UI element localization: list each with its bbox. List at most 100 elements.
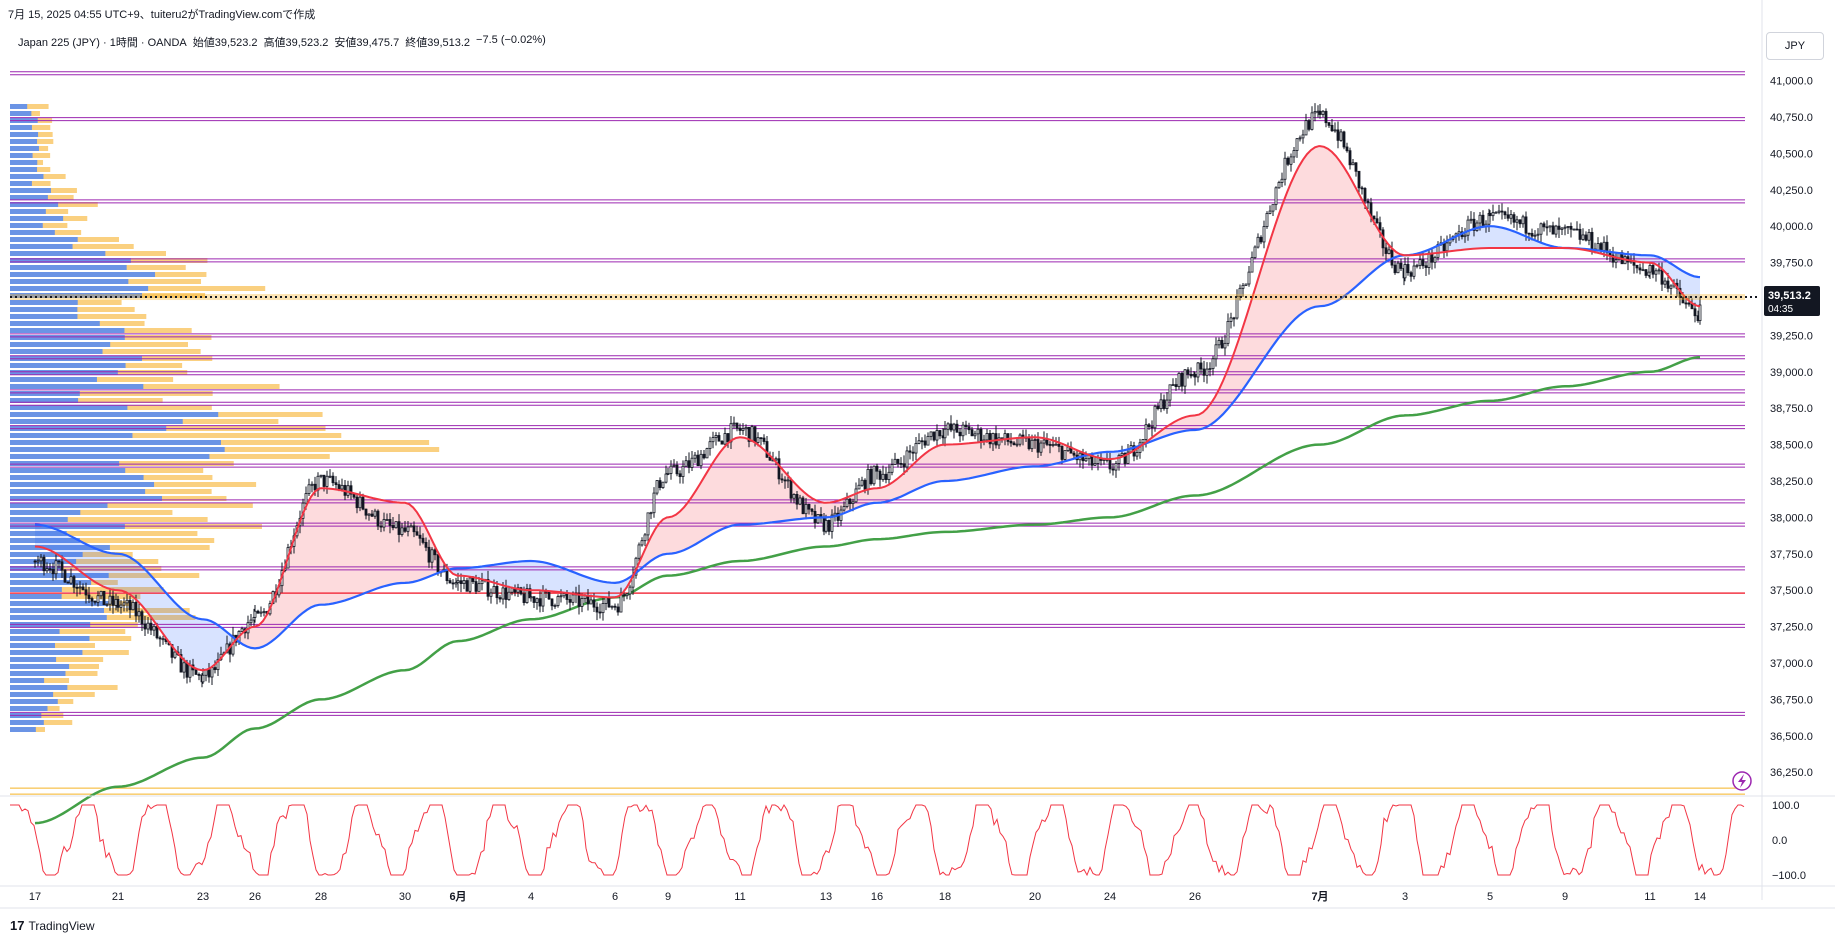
bull-fill	[643, 545, 647, 568]
candle-body	[601, 603, 605, 614]
bull-fill	[655, 523, 659, 559]
candle-body	[51, 569, 55, 575]
candle-body	[33, 560, 37, 563]
bear-fill	[99, 549, 103, 587]
bull-fill	[321, 488, 325, 605]
candle-body	[1412, 265, 1416, 277]
symbol-legend[interactable]: Japan 225 (JPY) · 1時間 · OANDA 始値39,523.2…	[18, 34, 546, 50]
candle-body	[1660, 269, 1664, 285]
time-tick-label: 11	[734, 891, 745, 903]
volume-bar-up	[10, 671, 66, 676]
candle-body	[1563, 226, 1567, 229]
candle-body	[696, 454, 700, 467]
volume-bar-up	[10, 370, 118, 375]
candle-body	[409, 525, 413, 528]
volume-bar-up	[10, 153, 33, 158]
volume-bar-down	[10, 629, 126, 634]
candle-body	[1494, 211, 1498, 214]
candle-body	[1211, 358, 1215, 369]
candle-body	[1039, 442, 1043, 453]
time-tick-label: 4	[528, 891, 534, 903]
candle-body	[1310, 112, 1314, 130]
bull-fill	[1174, 419, 1178, 434]
volume-bar-up	[10, 398, 79, 403]
candle-body	[1481, 214, 1485, 227]
candle-body	[592, 599, 596, 608]
volume-bar-up	[10, 531, 67, 536]
bull-fill	[736, 437, 740, 525]
bull-fill	[826, 502, 830, 518]
bull-fill	[1051, 439, 1055, 465]
tradingview-logo[interactable]: 17 TradingView	[10, 918, 95, 933]
candle-body	[1521, 216, 1525, 225]
candle-body	[1360, 187, 1364, 190]
bear-fill	[107, 552, 111, 590]
volume-bar-up	[10, 489, 146, 494]
candle-body	[1469, 218, 1473, 221]
candle-body	[905, 450, 909, 468]
bull-fill	[866, 488, 870, 505]
bear-fill	[1514, 231, 1518, 248]
bull-fill	[299, 513, 303, 617]
candle-body	[36, 560, 40, 563]
bull-fill	[1239, 326, 1243, 395]
candle-body	[1253, 246, 1257, 259]
bull-fill	[1247, 301, 1251, 384]
bear-fill	[547, 563, 551, 592]
bear-fill	[530, 561, 531, 591]
candle-body	[119, 604, 123, 608]
volume-bar-down	[10, 391, 213, 396]
candle-body	[504, 587, 508, 600]
candle-body	[1018, 434, 1022, 445]
candle-body	[1584, 234, 1588, 241]
bear-fill	[1477, 227, 1481, 249]
currency-button[interactable]: JPY	[1766, 32, 1824, 60]
candle-body	[1351, 162, 1355, 166]
candle-body	[836, 512, 840, 521]
bull-fill	[668, 516, 672, 554]
candle-body	[1418, 259, 1422, 266]
candle-body	[1472, 218, 1476, 231]
candle-body	[1542, 223, 1546, 228]
candle-body	[1399, 262, 1403, 269]
volume-bar-up	[10, 104, 28, 109]
candle-body	[848, 498, 852, 505]
time-tick-label: 3	[1402, 891, 1408, 903]
bull-fill	[921, 453, 925, 488]
price-tag: 39,513.2 04:35	[1764, 286, 1820, 316]
candle-body	[1165, 399, 1169, 409]
bull-fill	[881, 486, 885, 503]
bear-fill	[95, 548, 99, 585]
bull-fill	[893, 479, 897, 500]
volume-bar-up	[10, 377, 97, 382]
bear-fill	[522, 561, 526, 590]
candle-body	[878, 470, 882, 480]
candle-body	[1578, 228, 1582, 240]
candle-body	[1363, 188, 1367, 202]
lightning-icon[interactable]	[1732, 771, 1752, 791]
candle-body	[1641, 269, 1645, 272]
oscillator-tick-label: −100.0	[1772, 870, 1806, 882]
candle-body	[798, 497, 802, 505]
symbol-name[interactable]: Japan 225 (JPY) · 1時間 · OANDA	[18, 37, 187, 49]
volume-bar-up	[10, 447, 225, 452]
candle-body	[723, 433, 727, 445]
candle-body	[1009, 441, 1013, 444]
bull-fill	[263, 614, 267, 647]
candle-body	[1193, 374, 1197, 378]
bear-fill	[122, 554, 126, 593]
candle-body	[1135, 452, 1139, 457]
bull-fill	[728, 440, 732, 527]
candle-body	[1268, 210, 1272, 214]
candle-body	[84, 589, 88, 596]
candle-body	[1156, 405, 1160, 410]
candle-body	[179, 654, 183, 673]
bull-fill	[267, 606, 271, 645]
candle-body	[854, 488, 858, 503]
bull-fill	[1344, 167, 1348, 297]
candle-body	[616, 606, 620, 613]
candle-body	[687, 460, 691, 468]
bull-fill	[680, 507, 684, 552]
bear-fill	[1682, 270, 1686, 298]
